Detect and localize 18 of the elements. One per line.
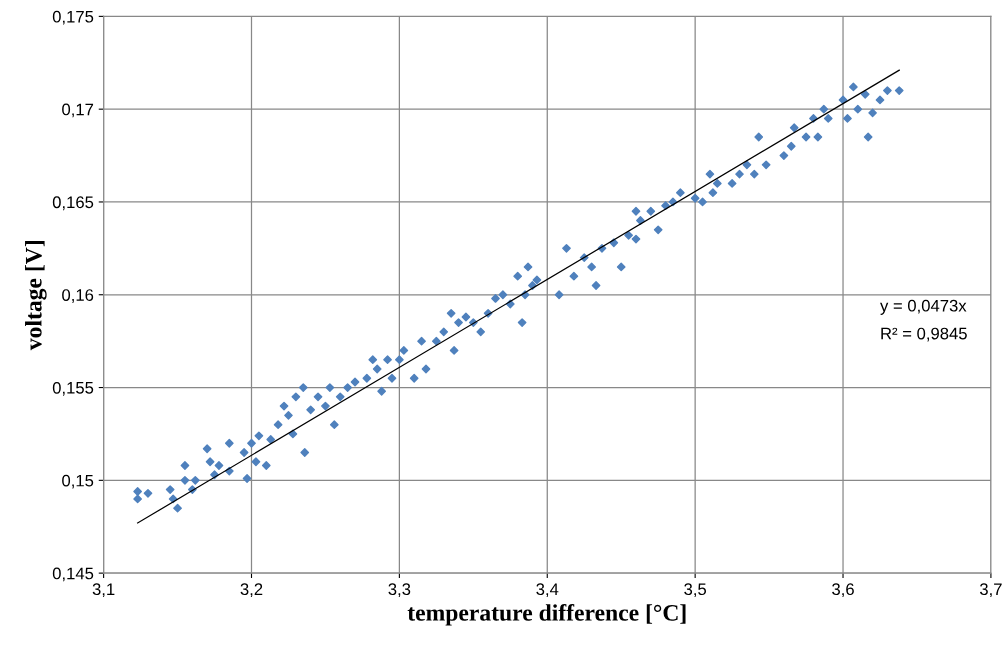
x-tick-label: 3,4 xyxy=(536,583,559,598)
y-axis-title: voltage [V] xyxy=(25,241,47,351)
x-tick-label: 3,5 xyxy=(684,583,707,598)
x-tick-label: 3,3 xyxy=(388,583,411,598)
y-tick-label: 0,15 xyxy=(62,474,94,489)
y-tick-label: 0,145 xyxy=(52,567,94,582)
x-axis-title: temperature difference [°C] xyxy=(407,603,686,626)
x-tick-label: 3,7 xyxy=(979,583,1002,598)
x-tick-label: 3,2 xyxy=(240,583,263,598)
annotation: R² = 0,9845 xyxy=(881,327,967,342)
y-tick-label: 0,165 xyxy=(52,196,94,211)
y-tick-label: 0,17 xyxy=(62,103,94,118)
y-tick-label: 0,175 xyxy=(52,10,94,25)
y-tick-label: 0,16 xyxy=(62,289,94,303)
y-tick-label: 0,155 xyxy=(52,381,94,396)
x-tick-label: 3,1 xyxy=(92,583,115,598)
x-tick-label: 3,6 xyxy=(832,583,854,598)
annotation: y = 0,0473x xyxy=(880,299,967,315)
